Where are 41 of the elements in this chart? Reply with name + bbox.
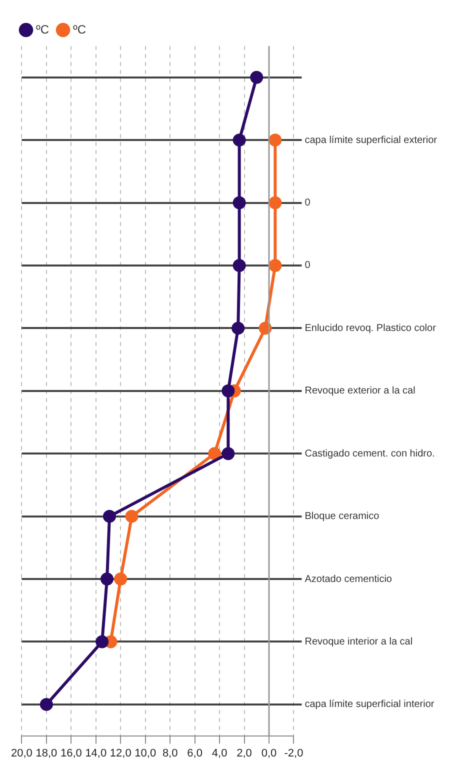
y-tick-label: Revoque interior a la cal xyxy=(304,636,413,648)
legend-label: ºC xyxy=(36,22,50,36)
y-tick-label: Enlucido revoq. Plastico color xyxy=(304,322,437,334)
y-tick-label: capa límite superficial exterior xyxy=(304,134,438,146)
point xyxy=(232,134,246,147)
point xyxy=(222,384,235,398)
point xyxy=(96,635,109,648)
y-tick-label: Revoque exterior a la cal xyxy=(304,386,416,397)
x-tick-label: 16,0 xyxy=(60,747,82,760)
point xyxy=(232,258,246,272)
y-tick-label: Bloque ceramico xyxy=(304,511,380,522)
x-tick-label: 4,0 xyxy=(212,747,228,760)
point xyxy=(268,258,282,272)
x-tick-label: 6,0 xyxy=(187,747,202,760)
y-tick-label: 0 xyxy=(304,260,311,272)
x-tick-label: 14,0 xyxy=(85,747,107,760)
point xyxy=(268,196,282,210)
x-tick-label: 20,0 xyxy=(10,747,32,760)
x-tick-label: 10,0 xyxy=(134,747,156,760)
x-tick-label: 12,0 xyxy=(110,747,132,760)
y-tick-label: 0 xyxy=(304,198,311,209)
y-tick-label: Castigado cement. con hidro. xyxy=(304,448,435,460)
point xyxy=(232,196,246,210)
point xyxy=(40,698,53,711)
point xyxy=(100,572,114,586)
y-tick-label: Azotado cementicio xyxy=(304,574,392,585)
x-tick-label: 8,0 xyxy=(162,747,178,760)
x-tick-label: 0,0 xyxy=(261,747,277,760)
legend-label: ºC xyxy=(73,22,86,36)
x-tick-label: -2,0 xyxy=(284,747,304,760)
y-tick-label: capa límite superficial interior xyxy=(304,699,435,710)
point xyxy=(208,447,222,460)
point xyxy=(114,572,128,586)
point xyxy=(222,447,235,460)
point xyxy=(125,510,138,523)
x-tick-label: 18,0 xyxy=(36,747,58,760)
x-tick-label: 2,0 xyxy=(236,747,252,760)
point xyxy=(250,70,264,84)
point xyxy=(232,322,245,335)
point xyxy=(102,510,116,523)
point xyxy=(268,134,282,147)
